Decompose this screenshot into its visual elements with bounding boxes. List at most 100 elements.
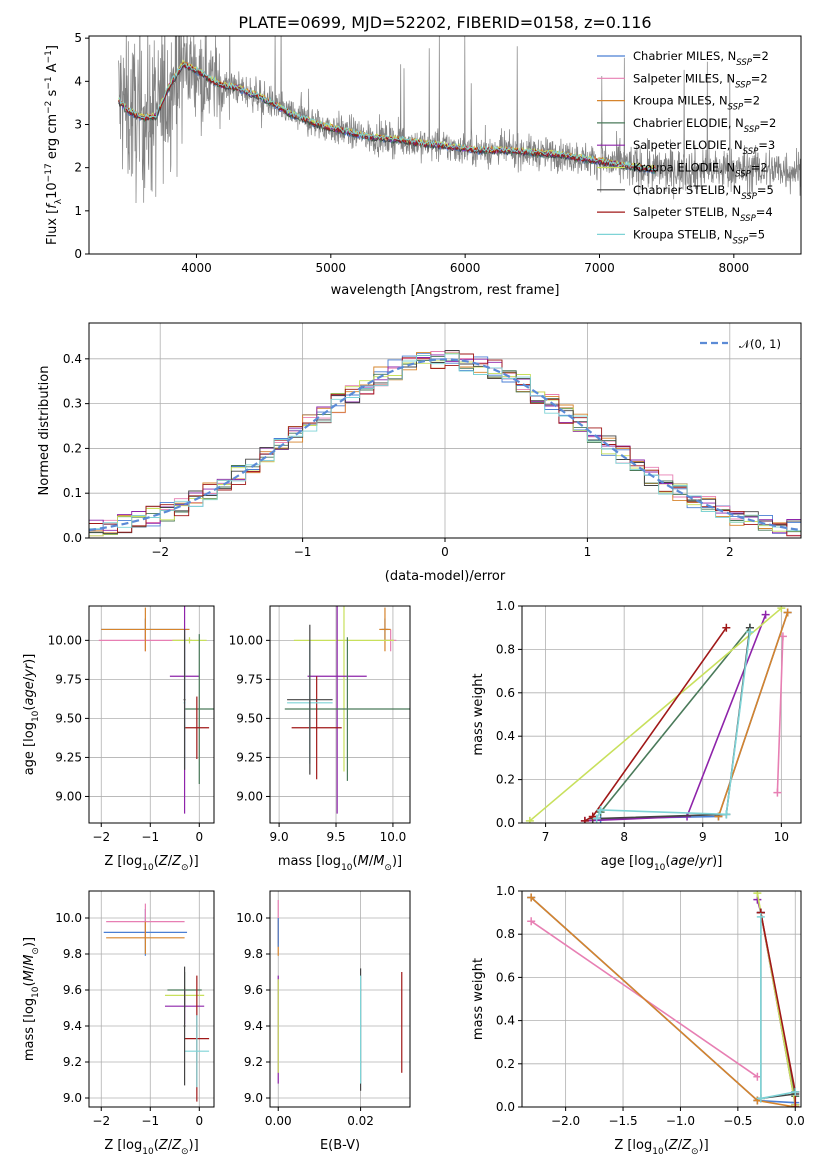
x-tick-label: 10.0 bbox=[380, 830, 407, 844]
legend: Chabrier MILES, NSSP=2 Salpeter MILES, NS… bbox=[597, 49, 776, 246]
errorbar-point bbox=[287, 624, 333, 775]
y-tick-label: 9.0 bbox=[244, 1091, 263, 1105]
legend-item: Salpeter ELODIE, NSSP=3 bbox=[597, 138, 775, 157]
weight-marker bbox=[761, 610, 770, 619]
weight-marker bbox=[791, 1087, 800, 1096]
y-tick-label: 9.50 bbox=[55, 711, 82, 725]
x-axis-label: wavelength [Angstrom, rest frame] bbox=[331, 283, 560, 298]
errorbar-point bbox=[101, 607, 190, 652]
x-axis-label: Z [log10(Z/Z⊙)] bbox=[614, 1138, 708, 1157]
y-tick-label: 9.8 bbox=[63, 947, 82, 961]
legend-item: Salpeter STELIB, NSSP=4 bbox=[597, 205, 773, 224]
weight-series bbox=[580, 623, 731, 823]
y-tick-label: 0.6 bbox=[496, 686, 515, 700]
legend-item: Kroupa MILES, NSSP=2 bbox=[597, 94, 760, 113]
x-tick-label: 9.0 bbox=[270, 830, 289, 844]
errorbar-point bbox=[291, 676, 342, 780]
x-tick-label: −2.0 bbox=[551, 1114, 580, 1128]
weight-marker bbox=[580, 816, 589, 823]
x-axis-label: mass [log10(M/M⊙)] bbox=[278, 854, 402, 873]
y-tick-label: 9.25 bbox=[236, 750, 263, 764]
x-tick-label: 4000 bbox=[181, 261, 212, 275]
y-axis-label: Flux [fλ10−17 erg cm−2 s−1 A−1] bbox=[44, 45, 64, 245]
y-axis-label: age [log10(age/yr)] bbox=[22, 654, 41, 776]
panel-residuals: −2 −1 0 1 2 0.0 0.1 0.2 0.3 0.4 𝒩(0, 1) (data-model… bbox=[37, 322, 802, 584]
legend-item: Kroupa ELODIE, NSSP=2 bbox=[597, 161, 768, 180]
x-axis-label: E(B-V) bbox=[320, 1138, 360, 1153]
y-tick-label: 1.0 bbox=[496, 884, 515, 898]
y-tick-label: 0.6 bbox=[496, 970, 515, 984]
x-tick-label: −1.5 bbox=[608, 1114, 637, 1128]
y-tick-label: 0.4 bbox=[496, 729, 515, 743]
y-tick-label: 0.2 bbox=[63, 441, 82, 455]
panel-mass_vs_EBV: 0.00 0.02 9.0 9.2 9.4 9.6 9.8 10.0 E(B-V) bbox=[236, 890, 411, 1153]
y-axis-label: mass weight bbox=[471, 673, 486, 755]
x-tick-label: 10 bbox=[774, 830, 789, 844]
y-tick-label: 0.4 bbox=[63, 352, 82, 366]
panel-spectrum: 4000 5000 6000 7000 8000 0 1 2 3 4 5 wavelength [An… bbox=[44, 31, 802, 298]
weight-marker bbox=[783, 608, 792, 617]
y-tick-label: 0.0 bbox=[63, 531, 82, 545]
weight-marker bbox=[753, 891, 762, 898]
plot-area bbox=[284, 606, 410, 814]
errorbar-point bbox=[184, 696, 210, 759]
normal-curve-line bbox=[89, 358, 801, 532]
legend-label: Chabrier ELODIE, NSSP=2 bbox=[633, 116, 776, 135]
plot-area bbox=[103, 903, 210, 1102]
y-axis-label: mass weight bbox=[471, 958, 486, 1040]
errorbar-point bbox=[183, 966, 186, 1086]
errorbar-point bbox=[106, 921, 185, 954]
x-tick-label: 0.00 bbox=[265, 1114, 292, 1128]
y-tick-label: 0.0 bbox=[496, 1100, 515, 1114]
y-tick-label: 9.00 bbox=[236, 789, 263, 803]
x-axis-label: (data-model)/error bbox=[385, 569, 506, 584]
x-axis-label: Z [log10(Z/Z⊙)] bbox=[104, 854, 198, 873]
errorbar-point bbox=[293, 606, 395, 772]
y-tick-label: 9.50 bbox=[236, 711, 263, 725]
x-tick-label: 0.0 bbox=[786, 1114, 805, 1128]
errorbar-point bbox=[184, 634, 214, 784]
legend-item: Chabrier ELODIE, NSSP=2 bbox=[597, 116, 776, 135]
panel-age_vs_Z: −2 −1 0 9.00 9.25 9.50 9.75 10.00 Z [log10(Z/Z⊙)… bbox=[22, 605, 215, 873]
y-tick-label: 9.2 bbox=[244, 1055, 263, 1069]
x-tick-label: 8 bbox=[620, 830, 628, 844]
x-tick-label: 1 bbox=[584, 545, 592, 559]
plot-area bbox=[277, 900, 403, 1091]
legend-label: Chabrier MILES, NSSP=2 bbox=[633, 49, 769, 68]
y-tick-label: 4 bbox=[74, 74, 82, 88]
y-tick-label: 9.75 bbox=[55, 672, 82, 686]
x-tick-label: −0.5 bbox=[723, 1114, 752, 1128]
y-tick-label: 0.8 bbox=[496, 927, 515, 941]
weight-marker bbox=[745, 628, 754, 637]
weight-line bbox=[600, 612, 789, 820]
axes-frame bbox=[88, 890, 215, 1108]
axes-frame bbox=[88, 35, 802, 255]
gridlines bbox=[270, 891, 410, 1107]
weight-line bbox=[776, 636, 784, 793]
y-tick-label: 9.0 bbox=[63, 1091, 82, 1105]
x-tick-label: −1 bbox=[141, 1114, 159, 1128]
weight-line bbox=[529, 607, 782, 822]
y-tick-label: 0.4 bbox=[496, 1014, 515, 1028]
y-tick-label: 9.8 bbox=[244, 947, 263, 961]
panel-weight_vs_Z: −2.0 −1.5 −1.0 −0.5 0.0 0.0 0.2 0.4 0.6 0.8 1.0 Z [… bbox=[471, 884, 805, 1157]
x-axis-label: age [log10(age/yr)] bbox=[601, 854, 723, 873]
legend-item: Salpeter MILES, NSSP=2 bbox=[597, 71, 768, 90]
weight-marker bbox=[756, 912, 765, 921]
legend: 𝒩(0, 1) bbox=[700, 337, 781, 351]
weight-marker bbox=[596, 805, 605, 814]
weight-marker bbox=[525, 816, 534, 823]
model-spectrum-line bbox=[118, 62, 657, 171]
panel-weight_vs_age: 7 8 9 10 0.0 0.2 0.4 0.6 0.8 1.0 age [log10(age/yr… bbox=[471, 599, 802, 873]
x-tick-label: −1 bbox=[294, 545, 312, 559]
weight-marker bbox=[592, 814, 601, 823]
weight-marker bbox=[683, 812, 692, 821]
x-tick-label: 7000 bbox=[584, 261, 615, 275]
x-tick-label: 0 bbox=[195, 830, 203, 844]
y-tick-label: 0.1 bbox=[63, 486, 82, 500]
legend-label: Kroupa STELIB, NSSP=5 bbox=[633, 227, 765, 246]
weight-marker bbox=[722, 810, 731, 819]
gridlines bbox=[522, 890, 801, 1108]
errorbar-point bbox=[307, 606, 367, 814]
y-axis-label: mass [log10(M/M⊙)] bbox=[22, 937, 41, 1061]
